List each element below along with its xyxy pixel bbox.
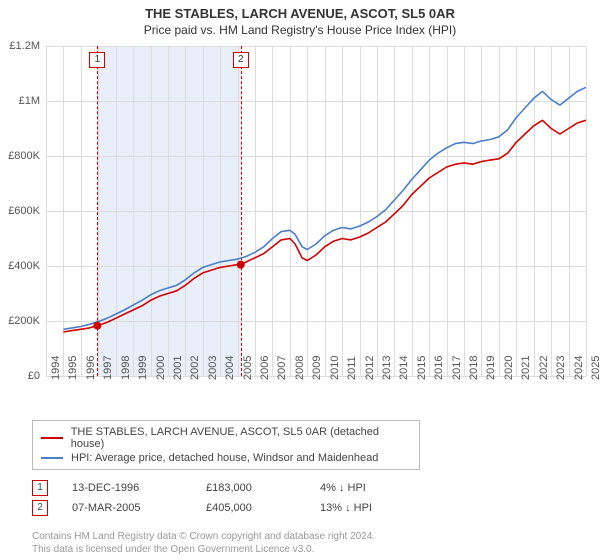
sale-row-date: 07-MAR-2005 <box>72 502 182 514</box>
sale-marker-badge: 1 <box>89 52 105 68</box>
chart-title: THE STABLES, LARCH AVENUE, ASCOT, SL5 0A… <box>0 0 600 21</box>
legend-label: HPI: Average price, detached house, Wind… <box>71 452 378 464</box>
attribution-line-1: Contains HM Land Registry data © Crown c… <box>32 530 375 543</box>
y-axis-label: £400K <box>0 260 40 272</box>
gridline-v <box>586 46 587 376</box>
sale-row-date: 13-DEC-1996 <box>72 482 182 494</box>
y-axis-label: £200K <box>0 315 40 327</box>
y-axis-label: £600K <box>0 205 40 217</box>
chart-subtitle: Price paid vs. HM Land Registry's House … <box>0 21 600 37</box>
y-axis-label: £1M <box>0 95 40 107</box>
x-axis-label: 2025 <box>590 356 600 380</box>
sale-marker-badge: 2 <box>233 52 249 68</box>
legend-swatch <box>41 437 63 439</box>
page-root: THE STABLES, LARCH AVENUE, ASCOT, SL5 0A… <box>0 0 600 560</box>
y-axis-label: £800K <box>0 150 40 162</box>
y-axis-label: £1.2M <box>0 40 40 52</box>
legend-box: THE STABLES, LARCH AVENUE, ASCOT, SL5 0A… <box>32 420 420 470</box>
sale-row-delta: 4% ↓ HPI <box>320 482 410 494</box>
sale-row-badge: 1 <box>32 480 48 496</box>
y-axis-label: £0 <box>0 370 40 382</box>
sale-dot <box>237 261 245 269</box>
sale-row: 1 13-DEC-1996 £183,000 4% ↓ HPI <box>32 478 572 498</box>
attribution-line-2: This data is licensed under the Open Gov… <box>32 543 375 556</box>
sale-row-price: £183,000 <box>206 482 296 494</box>
sale-row: 2 07-MAR-2005 £405,000 13% ↓ HPI <box>32 498 572 518</box>
sale-row-price: £405,000 <box>206 502 296 514</box>
legend-label: THE STABLES, LARCH AVENUE, ASCOT, SL5 0A… <box>71 426 411 450</box>
legend-and-sales: THE STABLES, LARCH AVENUE, ASCOT, SL5 0A… <box>32 420 572 518</box>
sale-row-badge: 2 <box>32 500 48 516</box>
series-hpi <box>63 87 586 329</box>
legend-swatch <box>41 457 63 459</box>
legend-row: THE STABLES, LARCH AVENUE, ASCOT, SL5 0A… <box>41 425 411 451</box>
sales-table: 1 13-DEC-1996 £183,000 4% ↓ HPI 2 07-MAR-2005… <box>32 478 572 518</box>
chart-svg <box>46 46 586 376</box>
legend-row: HPI: Average price, detached house, Wind… <box>41 451 411 465</box>
attribution-text: Contains HM Land Registry data © Crown c… <box>32 530 375 556</box>
sale-row-delta: 13% ↓ HPI <box>320 502 410 514</box>
sale-dot <box>93 322 101 330</box>
chart-plot-area: £0£200K£400K£600K£800K£1M£1.2M1994199519… <box>46 46 586 377</box>
